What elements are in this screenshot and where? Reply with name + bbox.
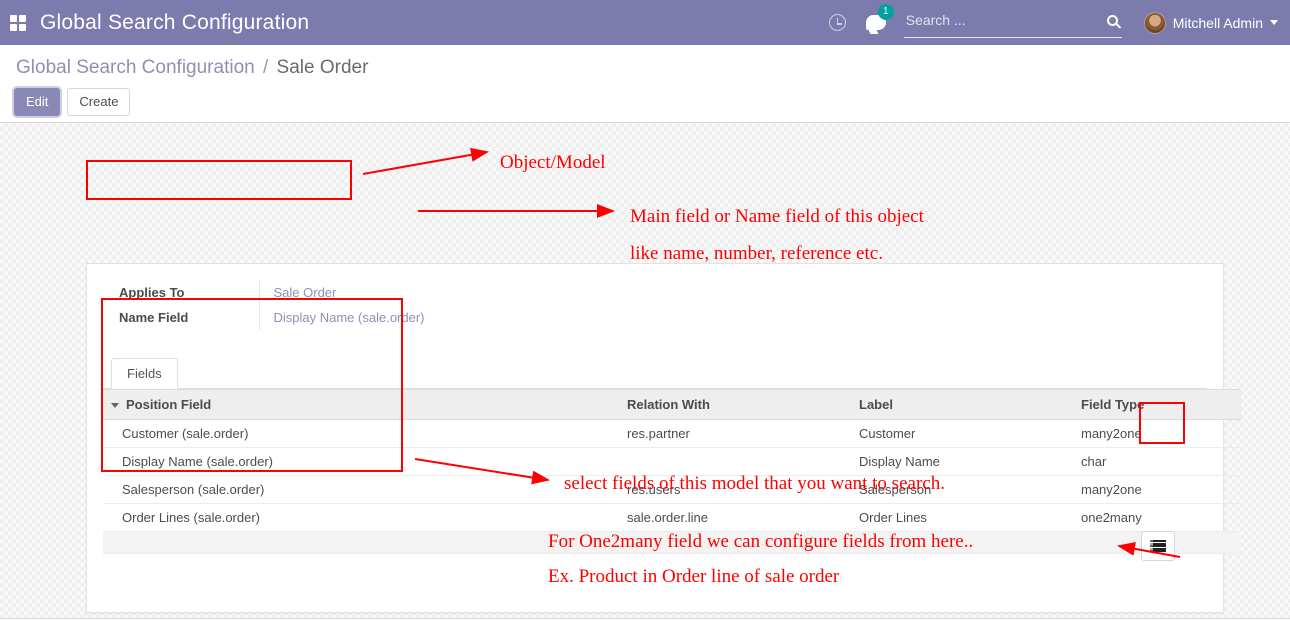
fields-list-table: Position Field Relation With Label Field… xyxy=(103,389,1241,554)
select-fields-note: select fields of this model that you wan… xyxy=(564,473,945,494)
cell-action xyxy=(1181,419,1241,448)
table-header: Position Field Relation With Label Field… xyxy=(103,389,1241,420)
cell-field-type: many2one xyxy=(1073,475,1181,504)
cell-blank xyxy=(503,503,619,532)
name-field-note-line-1: Main field or Name field of this object xyxy=(630,206,924,227)
configure-one2many-fields-button[interactable] xyxy=(1141,531,1175,561)
control-panel-buttons: Edit Create xyxy=(14,88,1276,116)
column-header-actions xyxy=(1181,389,1241,420)
table-footer-cell xyxy=(103,531,1241,554)
cell-field-type: char xyxy=(1073,447,1181,476)
one2many-note-line-2: Ex. Product in Order line of sale order xyxy=(548,566,840,587)
column-header-label[interactable]: Label xyxy=(851,389,1073,420)
cell-relation-with xyxy=(619,447,851,476)
cell-label: Order Lines xyxy=(851,503,1073,532)
table-row[interactable]: Order Lines (sale.order) sale.order.line… xyxy=(103,503,1241,532)
app-title: Global Search Configuration xyxy=(40,10,310,34)
cell-relation-with: res.partner xyxy=(619,419,851,448)
cell-position-field: Salesperson (sale.order) xyxy=(103,475,503,504)
cell-action xyxy=(1181,475,1241,504)
object-model-note: Object/Model xyxy=(500,152,606,173)
global-search[interactable] xyxy=(903,8,1122,38)
search-input[interactable] xyxy=(903,12,1107,32)
cell-relation-with: sale.order.line xyxy=(619,503,851,532)
list-bars-icon xyxy=(1150,540,1166,552)
user-name-label: Mitchell Admin xyxy=(1172,14,1263,31)
cell-relation-with: res.users xyxy=(619,475,851,504)
cell-blank xyxy=(503,419,619,448)
control-panel: Global Search Configuration / Sale Order… xyxy=(0,45,1290,164)
name-field-note-line-2: like name, number, reference etc. xyxy=(630,243,883,264)
form-row-applies-to: Applies To Sale Order xyxy=(103,280,425,305)
breadcrumb-current: Sale Order xyxy=(276,57,369,78)
applies-to-label: Applies To xyxy=(119,285,185,300)
column-header-position-field[interactable]: Position Field xyxy=(103,389,503,420)
column-header-relation-with[interactable]: Relation With xyxy=(619,389,851,420)
table-footer xyxy=(103,531,1241,554)
edit-button[interactable]: Edit xyxy=(14,88,61,116)
breadcrumb-root[interactable]: Global Search Configuration xyxy=(16,57,255,78)
content-divider xyxy=(0,618,1290,619)
form-field-group: Applies To Sale Order Name Field Display… xyxy=(103,280,425,330)
apps-grid-icon[interactable] xyxy=(10,14,26,31)
cell-label: Salesperson xyxy=(851,475,1073,504)
applies-to-value[interactable]: Sale Order xyxy=(258,280,425,305)
notebook-tabs: Fields xyxy=(103,358,1207,389)
top-navbar: Global Search Configuration 1 Mitchell A… xyxy=(0,0,1290,45)
clock-icon xyxy=(828,14,846,31)
column-header-blank xyxy=(503,389,619,420)
column-header-field-type[interactable]: Field Type xyxy=(1073,389,1181,420)
content-area: Applies To Sale Order Name Field Display… xyxy=(0,123,1290,620)
form-row-name-field: Name Field Display Name (sale.order) xyxy=(103,305,425,330)
messages-count-badge: 1 xyxy=(877,4,894,20)
search-icon[interactable] xyxy=(1106,14,1118,26)
cell-position-field: Display Name (sale.order) xyxy=(103,447,503,476)
messages-button[interactable]: 1 xyxy=(856,0,896,45)
activities-button[interactable] xyxy=(819,0,856,45)
cell-position-field: Customer (sale.order) xyxy=(103,419,503,448)
cell-field-type: one2many xyxy=(1073,503,1181,532)
navbar-right-tools: 1 Mitchell Admin xyxy=(819,0,1290,45)
name-field-label: Name Field xyxy=(119,310,189,325)
tab-fields[interactable]: Fields xyxy=(111,358,178,389)
cell-action xyxy=(1181,447,1241,476)
cell-field-type: many2one xyxy=(1073,419,1181,448)
user-menu[interactable]: Mitchell Admin xyxy=(1136,0,1290,45)
breadcrumb: Global Search Configuration / Sale Order xyxy=(16,57,1276,79)
name-field-value[interactable]: Display Name (sale.order) xyxy=(258,305,425,330)
form-sheet: Applies To Sale Order Name Field Display… xyxy=(86,263,1241,613)
create-button[interactable]: Create xyxy=(67,88,131,116)
chevron-down-icon xyxy=(1270,20,1278,25)
breadcrumb-separator: / xyxy=(262,57,269,78)
cell-label: Display Name xyxy=(851,447,1073,476)
cell-label: Customer xyxy=(851,419,1073,448)
sort-desc-icon xyxy=(111,403,119,409)
cell-position-field: Order Lines (sale.order) xyxy=(103,503,503,532)
table-row[interactable]: Salesperson (sale.order) res.users Sales… xyxy=(103,475,1241,504)
cell-action xyxy=(1181,503,1241,532)
table-row[interactable]: Customer (sale.order) res.partner Custom… xyxy=(103,419,1241,448)
avatar xyxy=(1143,11,1166,34)
one2many-note-line-1: For One2many field we can configure fiel… xyxy=(548,531,974,552)
